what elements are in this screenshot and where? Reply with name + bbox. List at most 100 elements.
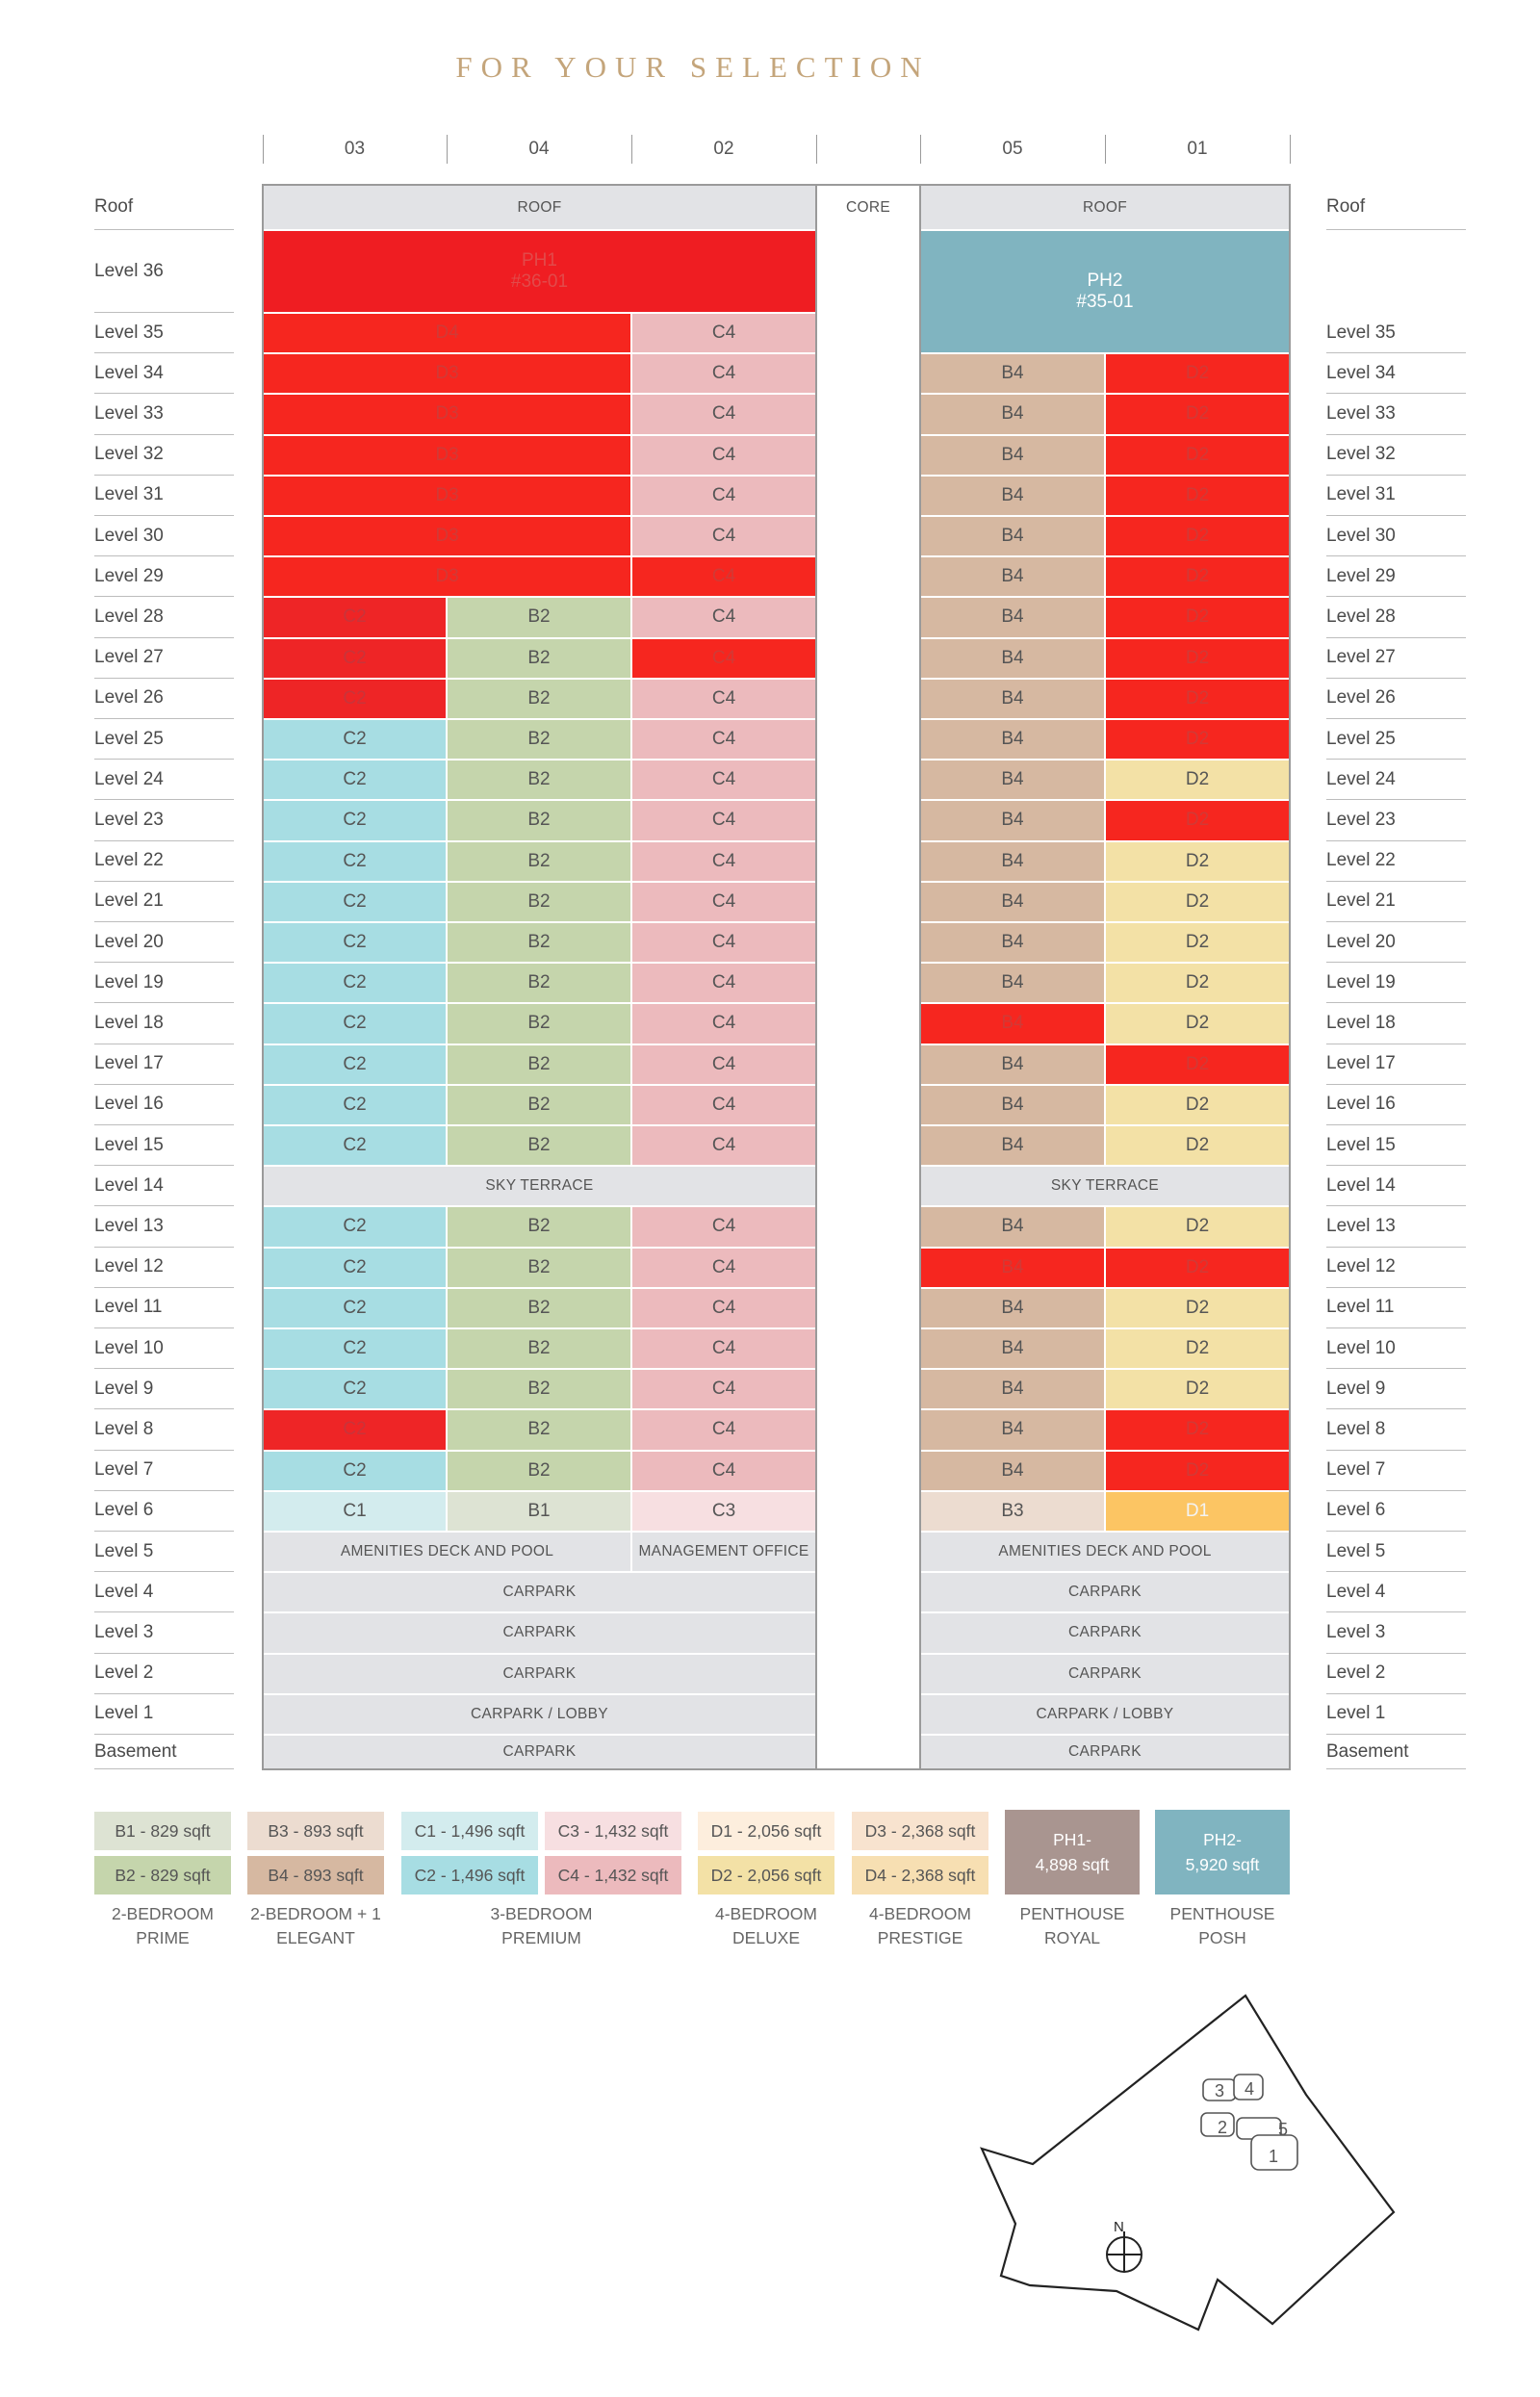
unit-b4[interactable]: B4 [920, 1328, 1105, 1370]
unit-c2[interactable]: C2 [263, 1369, 447, 1410]
unit-b4[interactable]: B4 [920, 1287, 1105, 1328]
unit-c4[interactable]: C4 [631, 1125, 816, 1167]
unit-d2[interactable]: D2 [1105, 760, 1290, 801]
unit-b2[interactable]: B2 [447, 1084, 631, 1125]
unit-c2[interactable]: C2 [263, 1409, 447, 1451]
unit-b4[interactable]: B4 [920, 800, 1105, 841]
unit-c4[interactable]: C4 [631, 394, 816, 435]
unit-d2[interactable]: D2 [1105, 719, 1290, 760]
unit-b4[interactable]: B4 [920, 1247, 1105, 1288]
unit-b4[interactable]: B4 [920, 516, 1105, 557]
unit-d2[interactable]: D2 [1105, 800, 1290, 841]
unit-d3[interactable]: D3 [263, 516, 631, 557]
unit-b2[interactable]: B2 [447, 800, 631, 841]
unit-b2[interactable]: B2 [447, 963, 631, 1004]
unit-d2[interactable]: D2 [1105, 1247, 1290, 1288]
unit-b4[interactable]: B4 [920, 1044, 1105, 1085]
unit-c2[interactable]: C2 [263, 1125, 447, 1167]
unit-c2[interactable]: C2 [263, 1287, 447, 1328]
unit-c4[interactable]: C4 [631, 516, 816, 557]
unit-d2[interactable]: D2 [1105, 475, 1290, 516]
unit-b2[interactable]: B2 [447, 760, 631, 801]
unit-c2[interactable]: C2 [263, 1206, 447, 1248]
unit-c2[interactable]: C2 [263, 1328, 447, 1370]
unit-c2[interactable]: C2 [263, 800, 447, 841]
unit-b4[interactable]: B4 [920, 475, 1105, 516]
unit-b2[interactable]: B2 [447, 881, 631, 922]
unit-c2[interactable]: C2 [263, 1044, 447, 1085]
unit-ph1[interactable]: PH1 #36-01 [263, 230, 816, 313]
unit-c4[interactable]: C4 [631, 475, 816, 516]
unit-b2[interactable]: B2 [447, 597, 631, 638]
unit-b4[interactable]: B4 [920, 556, 1105, 598]
unit-b2[interactable]: B2 [447, 1328, 631, 1370]
unit-d3[interactable]: D3 [263, 434, 631, 476]
unit-d2[interactable]: D2 [1105, 678, 1290, 719]
unit-d2[interactable]: D2 [1105, 1450, 1290, 1491]
unit-d2[interactable]: D2 [1105, 1206, 1290, 1248]
unit-c1[interactable]: C1 [263, 1490, 447, 1532]
unit-c4[interactable]: C4 [631, 719, 816, 760]
unit-c2[interactable]: C2 [263, 760, 447, 801]
unit-c4[interactable]: C4 [631, 313, 816, 354]
unit-b4[interactable]: B4 [920, 840, 1105, 882]
unit-b4[interactable]: B4 [920, 719, 1105, 760]
unit-c2[interactable]: C2 [263, 963, 447, 1004]
unit-d3[interactable]: D3 [263, 475, 631, 516]
unit-c2[interactable]: C2 [263, 1450, 447, 1491]
unit-b2[interactable]: B2 [447, 840, 631, 882]
unit-d3[interactable]: D3 [263, 394, 631, 435]
unit-b4[interactable]: B4 [920, 1450, 1105, 1491]
unit-d2[interactable]: D2 [1105, 394, 1290, 435]
unit-b2[interactable]: B2 [447, 1044, 631, 1085]
unit-c2[interactable]: C2 [263, 840, 447, 882]
unit-d2[interactable]: D2 [1105, 1328, 1290, 1370]
unit-c4[interactable]: C4 [631, 1409, 816, 1451]
unit-c2[interactable]: C2 [263, 719, 447, 760]
unit-c4[interactable]: C4 [631, 1206, 816, 1248]
unit-d4[interactable]: D4 [263, 313, 631, 354]
unit-c4[interactable]: C4 [631, 1044, 816, 1085]
unit-b2[interactable]: B2 [447, 678, 631, 719]
unit-d2[interactable]: D2 [1105, 963, 1290, 1004]
unit-c2[interactable]: C2 [263, 678, 447, 719]
unit-d1[interactable]: D1 [1105, 1490, 1290, 1532]
unit-c4[interactable]: C4 [631, 840, 816, 882]
unit-b4[interactable]: B4 [920, 353, 1105, 395]
unit-c4[interactable]: C4 [631, 760, 816, 801]
unit-d2[interactable]: D2 [1105, 1287, 1290, 1328]
unit-c2[interactable]: C2 [263, 597, 447, 638]
unit-c4[interactable]: C4 [631, 881, 816, 922]
unit-b4[interactable]: B4 [920, 760, 1105, 801]
unit-c4[interactable]: C4 [631, 800, 816, 841]
unit-c4[interactable]: C4 [631, 597, 816, 638]
unit-d2[interactable]: D2 [1105, 1125, 1290, 1167]
unit-b3[interactable]: B3 [920, 1490, 1105, 1532]
unit-c3[interactable]: C3 [631, 1490, 816, 1532]
unit-c4[interactable]: C4 [631, 963, 816, 1004]
unit-c4[interactable]: C4 [631, 1328, 816, 1370]
unit-b2[interactable]: B2 [447, 1409, 631, 1451]
unit-c4[interactable]: C4 [631, 678, 816, 719]
unit-c2[interactable]: C2 [263, 1247, 447, 1288]
unit-c4[interactable]: C4 [631, 556, 816, 598]
unit-c4[interactable]: C4 [631, 1084, 816, 1125]
unit-d2[interactable]: D2 [1105, 1003, 1290, 1044]
unit-b2[interactable]: B2 [447, 719, 631, 760]
unit-b4[interactable]: B4 [920, 963, 1105, 1004]
unit-b1[interactable]: B1 [447, 1490, 631, 1532]
unit-d2[interactable]: D2 [1105, 434, 1290, 476]
unit-c4[interactable]: C4 [631, 1003, 816, 1044]
unit-b2[interactable]: B2 [447, 1287, 631, 1328]
unit-b4[interactable]: B4 [920, 394, 1105, 435]
unit-c2[interactable]: C2 [263, 922, 447, 964]
unit-d2[interactable]: D2 [1105, 637, 1290, 679]
unit-d2[interactable]: D2 [1105, 353, 1290, 395]
unit-b4[interactable]: B4 [920, 922, 1105, 964]
unit-d2[interactable]: D2 [1105, 1084, 1290, 1125]
unit-b2[interactable]: B2 [447, 1003, 631, 1044]
unit-b2[interactable]: B2 [447, 1369, 631, 1410]
unit-b4[interactable]: B4 [920, 678, 1105, 719]
unit-c4[interactable]: C4 [631, 434, 816, 476]
unit-c2[interactable]: C2 [263, 1003, 447, 1044]
